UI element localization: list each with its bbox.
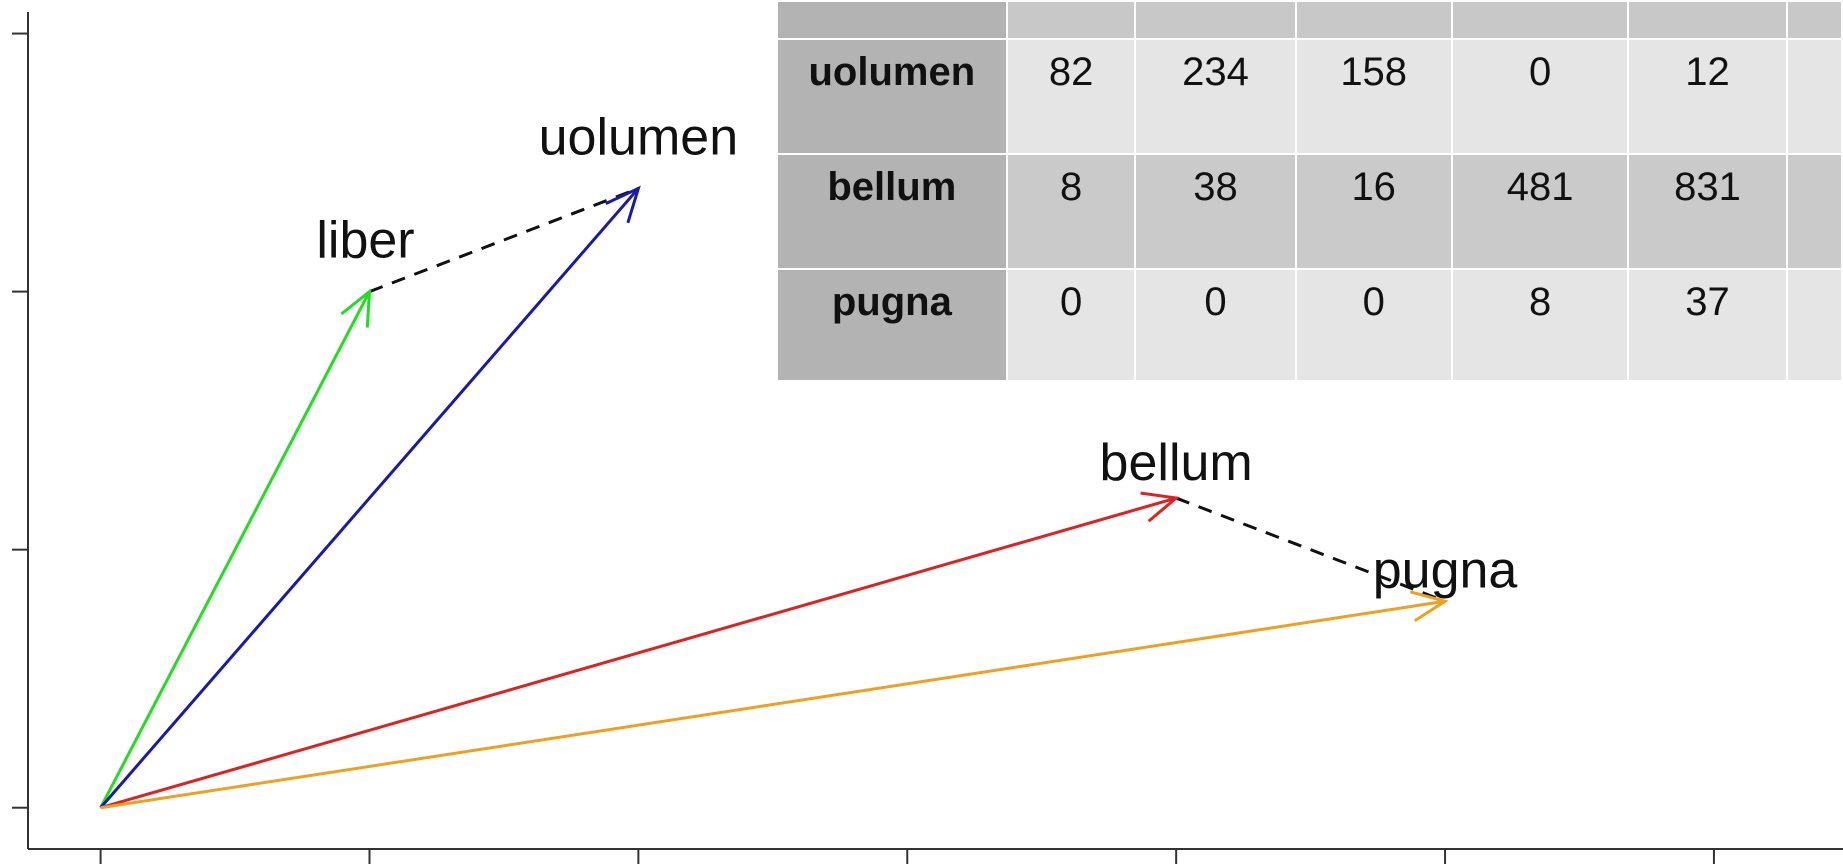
vector-liber — [99, 290, 371, 809]
table-cell: 82 — [1005, 38, 1137, 155]
header-corner-cell — [776, 0, 1008, 40]
table-cell: 0 — [1134, 268, 1297, 380]
table-cell: 38 — [1134, 153, 1297, 270]
table-cell: 16 — [1294, 153, 1453, 270]
table-cell: 12 — [1627, 38, 1788, 155]
row-label: uolumen — [776, 38, 1008, 155]
table-row: uolumen 82 234 158 0 12 — [776, 38, 1843, 155]
count-table: uolumen 82 234 158 0 12 bellum 8 38 16 4… — [776, 0, 1843, 380]
table-cell: 37 — [1627, 268, 1788, 380]
table-cell: 831 — [1627, 153, 1788, 270]
table-cell: 0 — [1005, 268, 1137, 380]
header-cell — [1627, 0, 1788, 40]
table-cell: 8 — [1005, 153, 1137, 270]
table-cell: 158 — [1294, 38, 1453, 155]
vector-label-pugna: pugna — [1373, 541, 1518, 599]
table-cell: 481 — [1450, 153, 1630, 270]
table-cell: 234 — [1134, 38, 1297, 155]
header-cell — [1785, 0, 1843, 40]
vector-label-uolumen: uolumen — [539, 108, 738, 166]
table-row: bellum 8 38 16 481 831 — [776, 153, 1843, 270]
vector-bellum — [100, 496, 1177, 810]
vectors — [99, 185, 1449, 810]
table-cell — [1785, 268, 1843, 380]
arrowhead-uolumen — [605, 185, 641, 224]
arrowhead-liber — [340, 288, 372, 328]
header-cell — [1134, 0, 1297, 40]
vector-uolumen — [99, 187, 640, 809]
row-label: pugna — [776, 268, 1008, 380]
arrowhead-pugna — [1409, 590, 1449, 622]
count-table-panel: uolumen 82 234 158 0 12 bellum 8 38 16 4… — [776, 0, 1843, 380]
header-cell — [1294, 0, 1453, 40]
table-cell: 8 — [1450, 268, 1630, 380]
row-label: bellum — [776, 153, 1008, 270]
axes — [12, 12, 1843, 864]
table-cell: 0 — [1294, 268, 1453, 380]
dashed-link — [368, 186, 639, 294]
dashed-links — [368, 186, 1446, 603]
header-cell — [1450, 0, 1630, 40]
table-cell — [1785, 38, 1843, 155]
vector-pugna — [100, 599, 1446, 810]
table-header-row — [776, 0, 1843, 40]
table-row: pugna 0 0 0 8 37 — [776, 268, 1843, 380]
vector-label-bellum: bellum — [1100, 434, 1253, 492]
vector-label-liber: liber — [316, 212, 414, 270]
table-cell — [1785, 153, 1843, 270]
arrowhead-bellum — [1140, 491, 1180, 523]
table-cell: 0 — [1450, 38, 1630, 155]
header-cell — [1005, 0, 1137, 40]
dashed-link — [1175, 496, 1446, 603]
